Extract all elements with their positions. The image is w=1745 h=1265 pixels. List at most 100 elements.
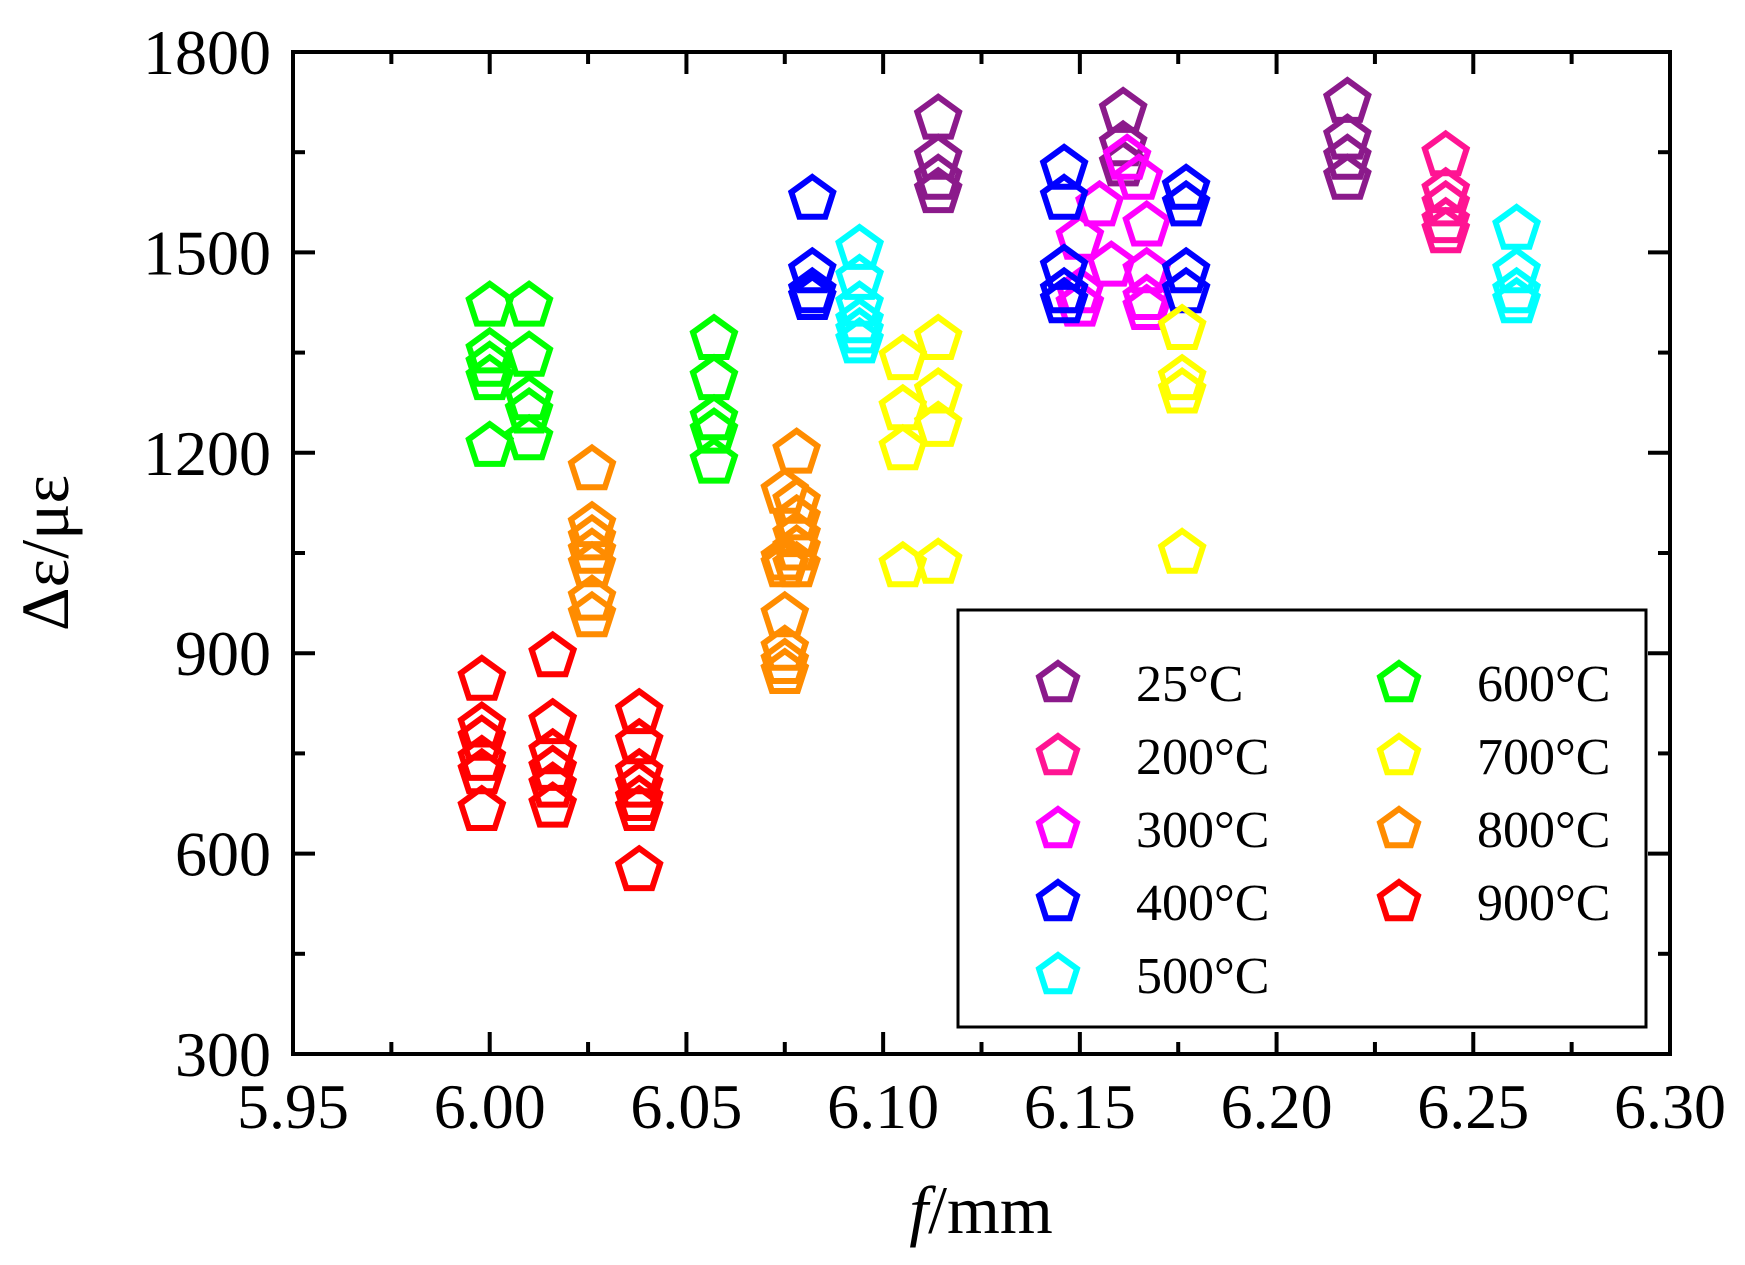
data-point [528, 697, 578, 745]
data-point [1039, 143, 1089, 190]
data-point [1086, 240, 1136, 287]
series-2 [1055, 133, 1172, 330]
data-point [567, 590, 617, 638]
data-point [913, 133, 963, 180]
data-point [1122, 283, 1172, 330]
data-point [1157, 353, 1207, 401]
data-point [1157, 366, 1207, 414]
legend-marker [1035, 732, 1081, 776]
data-point [1039, 173, 1089, 220]
data-point [1492, 203, 1542, 250]
data-point [689, 437, 739, 484]
data-point [1039, 243, 1089, 290]
data-point [913, 166, 963, 214]
plot-frame [291, 50, 1672, 1056]
legend-marker [1035, 951, 1081, 995]
data-point [504, 386, 554, 434]
data-point [1492, 246, 1542, 294]
data-point [457, 784, 507, 831]
data-point [1322, 153, 1372, 200]
series-6 [878, 303, 1207, 588]
data-point [760, 590, 810, 638]
data-point [772, 540, 822, 588]
data-point [787, 246, 837, 294]
data-point [528, 630, 578, 678]
data-point [528, 781, 578, 828]
series-8 [457, 630, 664, 892]
data-point [772, 510, 822, 558]
data-point [465, 326, 515, 374]
data-point [760, 637, 810, 684]
data-point [878, 423, 928, 471]
data-point [1157, 303, 1207, 350]
legend-marker [1376, 659, 1422, 703]
data-point [457, 654, 507, 701]
legend-marker [1376, 805, 1422, 849]
data-point [457, 734, 507, 781]
legend-item: 900°C [1376, 875, 1610, 932]
data-point [528, 727, 578, 775]
data-point [614, 784, 664, 831]
legend-label: 500°C [1136, 948, 1269, 1005]
data-point [614, 844, 664, 892]
legend-marker [1035, 805, 1081, 849]
data-point [913, 313, 963, 360]
data-point [913, 400, 963, 447]
data-point [760, 624, 810, 671]
data-point [689, 353, 739, 401]
y-tick-label: 1800 [143, 17, 271, 88]
data-point [1492, 266, 1542, 314]
legend-item: 25°C [1035, 656, 1243, 713]
data-point [772, 477, 822, 524]
data-point [457, 700, 507, 748]
y-axis-title: Δε/με [7, 475, 83, 631]
data-point [614, 761, 664, 808]
series-5 [465, 280, 739, 484]
data-point [913, 93, 963, 140]
data-point [567, 513, 617, 561]
data-point [835, 306, 885, 354]
data-point [567, 574, 617, 621]
x-axis-title-unit: /mm [928, 1172, 1053, 1248]
y-tick-label: 600 [175, 819, 271, 890]
data-points [457, 76, 1542, 892]
data-point [614, 774, 664, 821]
data-point [504, 413, 554, 461]
legend-item: 200°C [1035, 729, 1269, 786]
legend-label: 800°C [1477, 802, 1610, 859]
legend-item: 700°C [1376, 729, 1610, 786]
data-point [689, 407, 739, 454]
data-point [1122, 199, 1172, 247]
data-point [1114, 153, 1164, 200]
legend-marker [1035, 878, 1081, 922]
x-tick-label: 6.00 [434, 1071, 546, 1142]
series-4 [835, 203, 1542, 364]
x-tick-label: 6.10 [827, 1071, 939, 1142]
data-point [913, 366, 963, 414]
data-point [465, 353, 515, 401]
legend-item: 500°C [1035, 948, 1269, 1005]
legend-item: 300°C [1035, 802, 1269, 859]
data-point [913, 153, 963, 200]
data-point [1039, 266, 1089, 314]
data-point [504, 280, 554, 327]
legend-label: 400°C [1136, 875, 1269, 932]
data-point [1098, 86, 1148, 133]
data-point [772, 493, 822, 541]
x-tick-label: 6.30 [1614, 1071, 1726, 1142]
legend-label: 300°C [1136, 802, 1269, 859]
y-tick-label: 300 [175, 1019, 271, 1090]
data-point [835, 316, 885, 364]
legend-label: 900°C [1477, 875, 1610, 932]
data-point [760, 647, 810, 694]
data-point [1098, 119, 1148, 167]
legend-item: 400°C [1035, 875, 1269, 932]
data-point [567, 443, 617, 491]
data-point [835, 223, 885, 270]
x-tick-label: 6.25 [1417, 1071, 1529, 1142]
legend-marker [1376, 732, 1422, 776]
series-3 [787, 143, 1211, 324]
legend-label: 25°C [1136, 656, 1243, 713]
x-axis-title: f/mm [909, 1172, 1053, 1248]
data-point [1421, 179, 1471, 227]
